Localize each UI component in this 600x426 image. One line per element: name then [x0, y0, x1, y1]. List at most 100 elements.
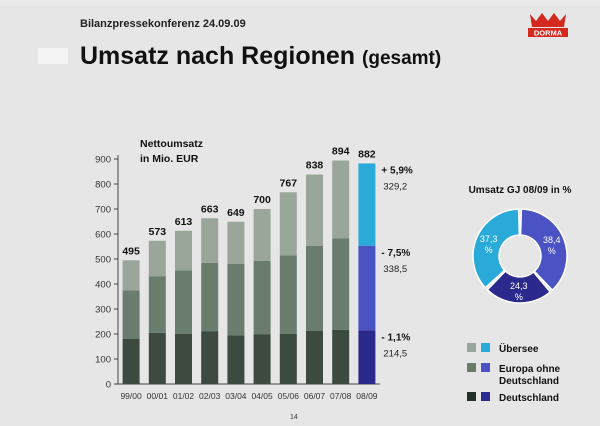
logo-bar: [528, 28, 568, 37]
dorma-logo: DORMA: [528, 13, 568, 38]
bar-total-label: 838: [306, 160, 324, 172]
x-tick-label: 03/04: [225, 391, 247, 401]
x-tick-label: 05/06: [278, 391, 300, 401]
y-tick-label: 500: [95, 255, 111, 266]
x-tick-label: 07/08: [330, 391, 352, 401]
bar-segment-2: [175, 270, 192, 334]
bar-segment-2: [358, 245, 376, 331]
bar-segment-3: [306, 174, 323, 246]
bar-total-label: 894: [332, 146, 350, 158]
x-tick-label: 00/01: [147, 391, 169, 401]
change-annotation: + 5,9%: [381, 165, 413, 176]
page-number: 14: [290, 414, 298, 421]
change-annotation: - 1,1%: [381, 332, 410, 343]
x-tick-label: 01/02: [173, 391, 195, 401]
x-tick-label: 06/07: [304, 391, 326, 401]
conference-header: Bilanzpressekonferenz 24.09.09: [80, 18, 246, 30]
y-tick-label: 600: [95, 230, 111, 241]
bar-total-label: 700: [253, 194, 271, 206]
y-tick-label: 300: [95, 305, 111, 316]
bar-total-label: 663: [201, 203, 219, 215]
logo-text: DORMA: [534, 29, 563, 38]
legend-swatch-past: [467, 343, 476, 352]
logo-crown-icon: [530, 13, 566, 27]
y-tick-label: 400: [95, 280, 111, 291]
value-annotation: 338,5: [383, 264, 407, 275]
bar-segment-1: [306, 331, 323, 384]
bar-total-label: 767: [280, 177, 298, 189]
x-tick-label: 04/05: [251, 391, 273, 401]
y-tick-label: 100: [95, 355, 111, 366]
page-title: Umsatz nach Regionen (gesamt): [80, 42, 441, 71]
bar-total-label: 573: [149, 226, 167, 238]
bar-segment-3: [148, 240, 166, 277]
pie-title: Umsatz GJ 08/09 in %: [469, 185, 572, 196]
y-tick-label: 900: [95, 155, 111, 166]
y-tick-label: 800: [95, 180, 111, 191]
bar-segment-2: [279, 255, 297, 334]
bar-segment-1: [253, 334, 271, 384]
bar-segment-1: [358, 330, 376, 384]
pie-slice-unit: %: [485, 245, 493, 255]
pie-slice-2: [519, 208, 568, 292]
legend-label: Deutschland: [499, 393, 559, 404]
change-annotation: - 7,5%: [381, 248, 410, 259]
decor-block-left: [38, 48, 68, 64]
bar-segment-2: [148, 276, 166, 333]
bar-segment-3: [358, 163, 376, 246]
bar-segment-3: [253, 209, 271, 261]
legend-swatch-past: [467, 392, 476, 401]
legend-label: Deutschland: [499, 376, 559, 387]
x-tick-label: 08/09: [356, 391, 378, 401]
bar-segment-2: [201, 262, 219, 332]
bar-segment-2: [332, 238, 350, 330]
chart-title-line-1: Nettoumsatz: [140, 138, 203, 150]
title-main: Umsatz nach Regionen: [80, 42, 356, 70]
bar-total-label: 882: [358, 149, 376, 161]
bar-segment-2: [253, 260, 271, 335]
bar-total-label: 649: [227, 207, 245, 219]
bar-segment-1: [122, 339, 140, 384]
title-sub: (gesamt): [362, 48, 442, 69]
bar-segment-1: [332, 329, 350, 384]
bar-segment-1: [227, 335, 245, 384]
pie-slice-value: 38,4: [543, 235, 561, 245]
pie-slice-value: 37,3: [480, 234, 498, 244]
y-tick-label: 200: [95, 330, 111, 341]
y-tick-label: 700: [95, 205, 111, 216]
chart-title-line-2: in Mio. EUR: [140, 153, 199, 165]
pie-slice-unit: %: [515, 292, 523, 302]
decor-block-top: [0, 0, 600, 6]
bar-segment-1: [148, 332, 166, 384]
bar-segment-1: [201, 331, 219, 384]
legend-swatch-current: [481, 363, 490, 372]
legend-label: Übersee: [499, 342, 539, 355]
x-tick-label: 02/03: [199, 391, 221, 401]
bar-segment-3: [227, 221, 245, 264]
pie-slice-unit: %: [548, 246, 556, 256]
bar-segment-2: [227, 264, 245, 336]
bar-total-label: 613: [175, 216, 193, 228]
legend-swatch-current: [481, 343, 490, 352]
bar-segment-1: [279, 334, 297, 384]
bar-segment-3: [201, 218, 219, 263]
pie-slice-3: [486, 270, 552, 304]
y-tick-label: 0: [106, 380, 111, 391]
legend-label: Europa ohne: [499, 364, 561, 375]
x-tick-label: 99/00: [120, 391, 142, 401]
bar-segment-3: [279, 192, 297, 256]
legend-swatch-current: [481, 392, 490, 401]
value-annotation: 214,5: [383, 348, 407, 359]
bar-segment-3: [332, 160, 350, 239]
pie-slice-1: [472, 208, 521, 289]
bar-segment-3: [122, 260, 140, 291]
bar-segment-2: [122, 290, 140, 339]
bar-segment-2: [306, 246, 323, 331]
value-annotation: 329,2: [383, 181, 407, 192]
bar-segment-1: [175, 334, 192, 384]
legend-swatch-past: [467, 363, 476, 372]
bar-total-label: 495: [122, 245, 140, 257]
pie-slice-value: 24,3: [510, 281, 528, 291]
bar-segment-3: [175, 230, 192, 271]
